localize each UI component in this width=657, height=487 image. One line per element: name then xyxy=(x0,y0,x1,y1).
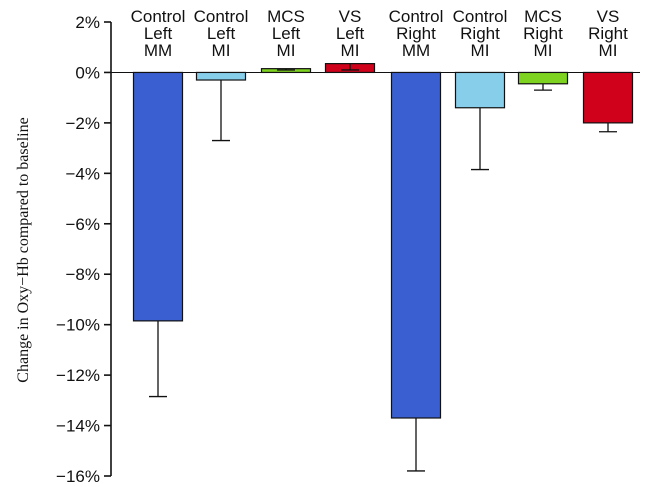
category-label: Left xyxy=(207,24,236,43)
y-tick-label: −14% xyxy=(56,417,100,436)
category-label: MI xyxy=(471,41,490,60)
bar-control-left-mi xyxy=(195,71,247,81)
category-label: MCS xyxy=(267,7,305,26)
category-label: Right xyxy=(396,24,436,43)
category-label: Control xyxy=(389,7,444,26)
bar-mcs-right-mi xyxy=(517,71,569,85)
y-tick-label: −4% xyxy=(66,164,101,183)
bar-vs-right-mi xyxy=(582,71,634,124)
bar-control-right-mi xyxy=(454,71,506,109)
category-label: Right xyxy=(588,24,628,43)
category-label: Control xyxy=(453,7,508,26)
bar-control-right-mm xyxy=(390,71,442,419)
category-label: Left xyxy=(272,24,301,43)
category-label: Left xyxy=(144,24,173,43)
y-tick-label: 2% xyxy=(75,13,100,32)
y-tick-label: −8% xyxy=(66,265,101,284)
y-tick-label: −10% xyxy=(56,316,100,335)
y-axis-title: Change in Oxy−Hb compared to baseline xyxy=(15,117,32,382)
y-tick-label: −2% xyxy=(66,114,101,133)
y-tick-label: −12% xyxy=(56,366,100,385)
y-tick-label: −16% xyxy=(56,467,100,486)
category-label: MCS xyxy=(524,7,562,26)
category-label: Control xyxy=(131,7,186,26)
category-label: VS xyxy=(597,7,620,26)
category-label: MI xyxy=(534,41,553,60)
category-label: MM xyxy=(402,41,430,60)
category-label: VS xyxy=(339,7,362,26)
category-label: MI xyxy=(277,41,296,60)
category-label: MI xyxy=(341,41,360,60)
bar-control-left-mm xyxy=(132,71,184,322)
category-label: MI xyxy=(212,41,231,60)
category-label: Right xyxy=(523,24,563,43)
category-label: Control xyxy=(194,7,249,26)
y-tick-label: −6% xyxy=(66,215,101,234)
category-label: MI xyxy=(599,41,618,60)
y-tick-label: 0% xyxy=(75,63,100,82)
category-label: Right xyxy=(460,24,500,43)
category-label: MM xyxy=(144,41,172,60)
category-label: Left xyxy=(336,24,365,43)
